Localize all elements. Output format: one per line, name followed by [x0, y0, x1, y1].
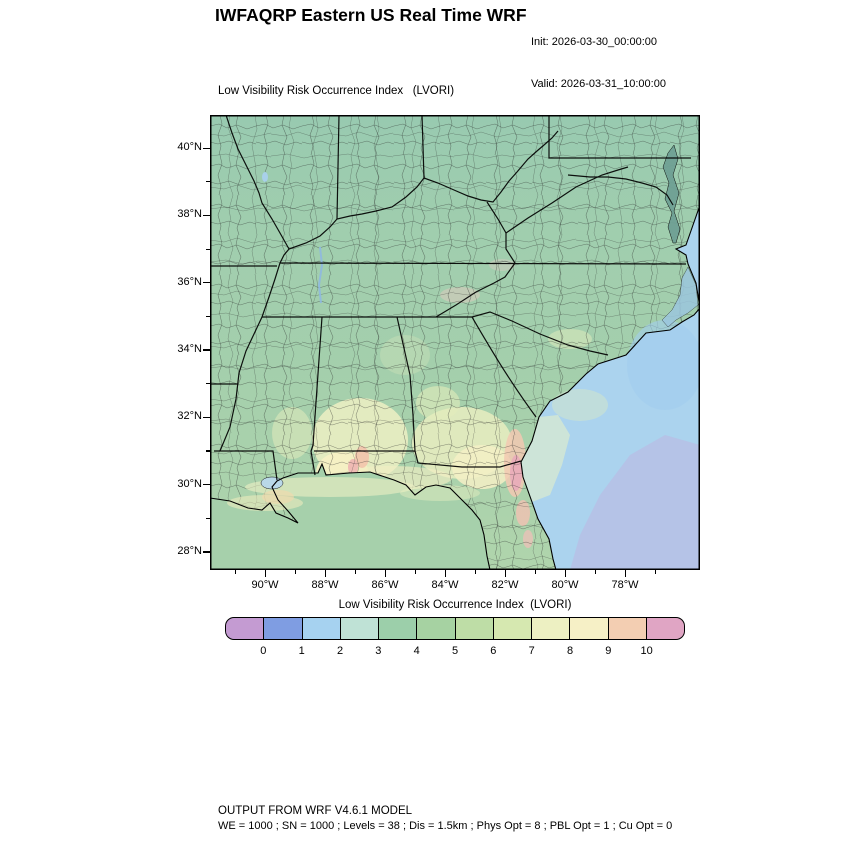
lat-major-tick [203, 282, 210, 284]
page-title: IWFAQRP Eastern US Real Time WRF [215, 5, 527, 25]
lon-minor-tick [594, 570, 596, 574]
lat-tick-label: 32°N [177, 410, 202, 423]
lat-major-tick [203, 214, 210, 217]
lon-minor-tick [354, 570, 356, 574]
lon-minor-tick [534, 570, 536, 574]
colorbar-segment [225, 617, 265, 640]
pamlico-sound [661, 266, 699, 328]
chesapeake-bay [662, 144, 681, 244]
small-lake-illinois [262, 172, 268, 182]
coastline-atlantic [520, 204, 700, 570]
colorbar-segment [455, 617, 494, 640]
lat-major-tick [203, 484, 210, 486]
colorbar-segment [340, 617, 379, 640]
lon-tick-label: 78°W [611, 579, 639, 591]
colorbar-tick-label: 1 [298, 645, 305, 657]
colorbar-tick-label: 7 [528, 645, 535, 657]
lat-tick-label: 34°N [177, 342, 202, 355]
colorbar-tick-label: 6 [490, 645, 497, 657]
colorbar-tick-label: 8 [566, 645, 574, 657]
lon-tick-label: 80°W [551, 579, 579, 591]
footer-config-line: WE = 1000 ; SN = 1000 ; Levels = 38 ; Di… [218, 820, 673, 832]
colorbar-tick-label: 0 [260, 645, 267, 657]
colorbar [225, 617, 685, 640]
lon-major-tick [444, 570, 446, 577]
lon-major-tick [504, 570, 506, 577]
kentucky-lake [317, 246, 324, 304]
coastline-gulf [210, 462, 491, 570]
lon-tick-label: 84°W [431, 579, 459, 591]
colorbar-tick-label: 2 [336, 645, 344, 657]
lvori-map-svg [210, 115, 700, 570]
colorbar-tick-label: 10 [640, 645, 653, 657]
colorbar-tick-label: 3 [375, 645, 382, 657]
lon-major-tick [264, 570, 266, 577]
valid-time-label: Valid: 2026-03-31_10:00:00 [531, 78, 666, 90]
state-boundaries [210, 115, 691, 481]
ocean-field-patches [521, 320, 700, 570]
colorbar-tick-label: 5 [451, 645, 459, 657]
colorbar-title: Low Visibility Risk Occurrence Index (LV… [338, 599, 572, 611]
lat-tick-label: 38°N [177, 208, 202, 221]
colorbar-segment [302, 617, 341, 640]
colorbar-segment [417, 617, 456, 640]
colorbar-segment [379, 617, 418, 640]
lat-tick-label: 28°N [177, 544, 202, 557]
lat-major-tick [203, 147, 210, 149]
lat-minor-tick [206, 450, 210, 452]
lat-tick-label: 30°N [177, 477, 202, 490]
lon-major-tick [384, 570, 386, 577]
lat-minor-tick [206, 383, 210, 385]
colorbar-segment [646, 617, 685, 640]
colorbar-tick-label: 9 [605, 645, 612, 657]
run-metadata: Init: 2026-03-30_00:00:00 Valid: 2026-03… [531, 7, 666, 119]
colorbar-tick-label: 4 [413, 645, 420, 657]
map-title: Low Visibility Risk Occurrence Index (LV… [218, 85, 455, 97]
lon-tick-label: 88°W [311, 579, 339, 591]
map-frame [210, 115, 700, 570]
lat-tick-label: 36°N [177, 275, 202, 288]
lake-pontchartrain [260, 476, 284, 490]
colorbar-segment [493, 617, 532, 640]
lat-minor-tick [206, 181, 210, 183]
lat-minor-tick [206, 315, 210, 318]
colorbar-segment [264, 617, 303, 640]
lat-minor-tick [206, 517, 210, 520]
footer-model-line: OUTPUT FROM WRF V4.6.1 MODEL [218, 805, 413, 817]
lat-major-tick [203, 551, 210, 553]
lon-tick-label: 86°W [371, 579, 399, 591]
lon-major-tick [624, 570, 626, 577]
map-border [210, 115, 700, 570]
lon-minor-tick [234, 570, 236, 574]
colorbar-segment [532, 617, 571, 640]
lat-minor-tick [206, 248, 210, 250]
lon-minor-tick [294, 570, 296, 574]
colorbar-segment [608, 617, 647, 640]
lon-tick-label: 90°W [251, 579, 279, 591]
lon-minor-tick [414, 570, 416, 574]
lon-major-tick [324, 570, 326, 577]
lon-minor-tick [474, 570, 476, 574]
lon-minor-tick [654, 570, 656, 574]
init-time-label: Init: 2026-03-30_00:00:00 [531, 36, 657, 48]
lat-tick-label: 40°N [177, 141, 202, 153]
lat-major-tick [203, 349, 210, 351]
lat-major-tick [203, 416, 210, 419]
lon-tick-label: 82°W [491, 579, 519, 591]
lon-major-tick [564, 570, 566, 577]
colorbar-segment [570, 617, 609, 640]
